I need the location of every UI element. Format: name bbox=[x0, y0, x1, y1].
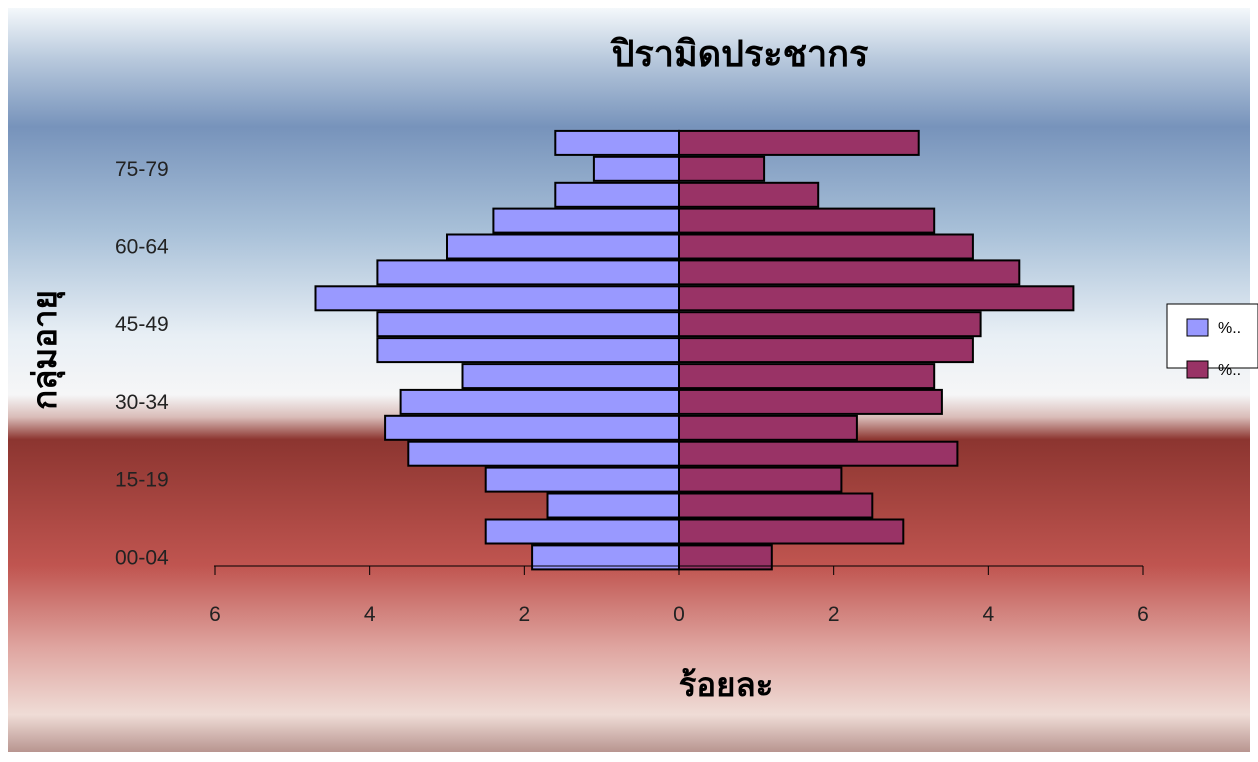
bar-series2-40-44 bbox=[678, 337, 974, 364]
legend-swatch-series-2 bbox=[1186, 360, 1209, 379]
bar-series2-00-04 bbox=[678, 544, 773, 571]
bar-series1-55-59 bbox=[376, 259, 680, 286]
y-axis-title: กลุ่มอายุ bbox=[25, 290, 66, 410]
bar-series2-70-74 bbox=[678, 181, 820, 208]
bar-series2-50-54 bbox=[678, 285, 1075, 312]
bar-series1-30-34 bbox=[399, 388, 680, 415]
bar-series1-25-29 bbox=[384, 414, 680, 441]
x-tick-label: 4 bbox=[982, 603, 994, 626]
y-tick-label-75-79: 75-79 bbox=[115, 158, 169, 181]
bars-group bbox=[314, 129, 1075, 571]
bar-series2-45-49 bbox=[678, 311, 982, 338]
chart-title: ปิรามิดประชากร bbox=[610, 34, 869, 75]
x-axis: 6 4 2 0 2 4 6 bbox=[209, 565, 1149, 626]
bar-series1-75-79 bbox=[592, 155, 681, 182]
bar-series1-40-44 bbox=[376, 337, 680, 364]
x-tick-label: 4 bbox=[364, 603, 376, 626]
bar-series1-05-09 bbox=[484, 518, 681, 545]
x-tick-label: 6 bbox=[209, 603, 221, 626]
y-tick-label-30-34: 30-34 bbox=[115, 391, 169, 414]
y-tick-label-60-64: 60-64 bbox=[115, 236, 169, 259]
bar-series1-45-49 bbox=[376, 311, 680, 338]
y-tick-label-45-49: 45-49 bbox=[115, 313, 169, 336]
bar-series2-10-14 bbox=[678, 492, 874, 519]
bar-series2-65-69 bbox=[678, 207, 936, 234]
x-tick-label: 2 bbox=[828, 603, 840, 626]
bar-series1-00-04 bbox=[531, 544, 680, 571]
legend-label-series-2: %.. bbox=[1218, 362, 1241, 379]
bar-series1-20-24 bbox=[407, 440, 680, 467]
bar-series2-75-79 bbox=[678, 155, 766, 182]
bar-series1-15-19 bbox=[484, 466, 681, 493]
bar-series2-05-09 bbox=[678, 518, 905, 545]
bar-series2-25-29 bbox=[678, 414, 858, 441]
legend: %.. %.. bbox=[1166, 303, 1258, 379]
bar-series1-10-14 bbox=[546, 492, 680, 519]
x-tick-label: 6 bbox=[1137, 603, 1149, 626]
bar-series2-15-19 bbox=[678, 466, 843, 493]
bar-series2-30-34 bbox=[678, 388, 943, 415]
y-tick-label-00-04: 00-04 bbox=[115, 546, 169, 569]
x-tick-label: 0 bbox=[673, 603, 685, 626]
legend-swatch-series-1 bbox=[1186, 318, 1209, 337]
x-tick-label: 2 bbox=[518, 603, 530, 626]
bar-series2-35-39 bbox=[678, 363, 936, 390]
bar-series1-80+ bbox=[554, 129, 680, 156]
legend-label-series-1: %.. bbox=[1218, 320, 1241, 337]
bar-series1-60-64 bbox=[446, 233, 680, 260]
bar-series1-35-39 bbox=[461, 363, 680, 390]
legend-box bbox=[1166, 303, 1258, 369]
bar-series1-70-74 bbox=[554, 181, 680, 208]
bar-series2-55-59 bbox=[678, 259, 1021, 286]
bar-series2-80+ bbox=[678, 129, 920, 156]
bar-series1-50-54 bbox=[314, 285, 680, 312]
bar-series2-20-24 bbox=[678, 440, 959, 467]
bar-series2-60-64 bbox=[678, 233, 974, 260]
bar-series1-65-69 bbox=[492, 207, 680, 234]
y-tick-label-15-19: 15-19 bbox=[115, 469, 169, 492]
x-axis-title: ร้อยละ bbox=[679, 665, 774, 704]
y-axis: 00-04 15-19 30-34 45-49 60-64 75-79 bbox=[115, 158, 169, 570]
